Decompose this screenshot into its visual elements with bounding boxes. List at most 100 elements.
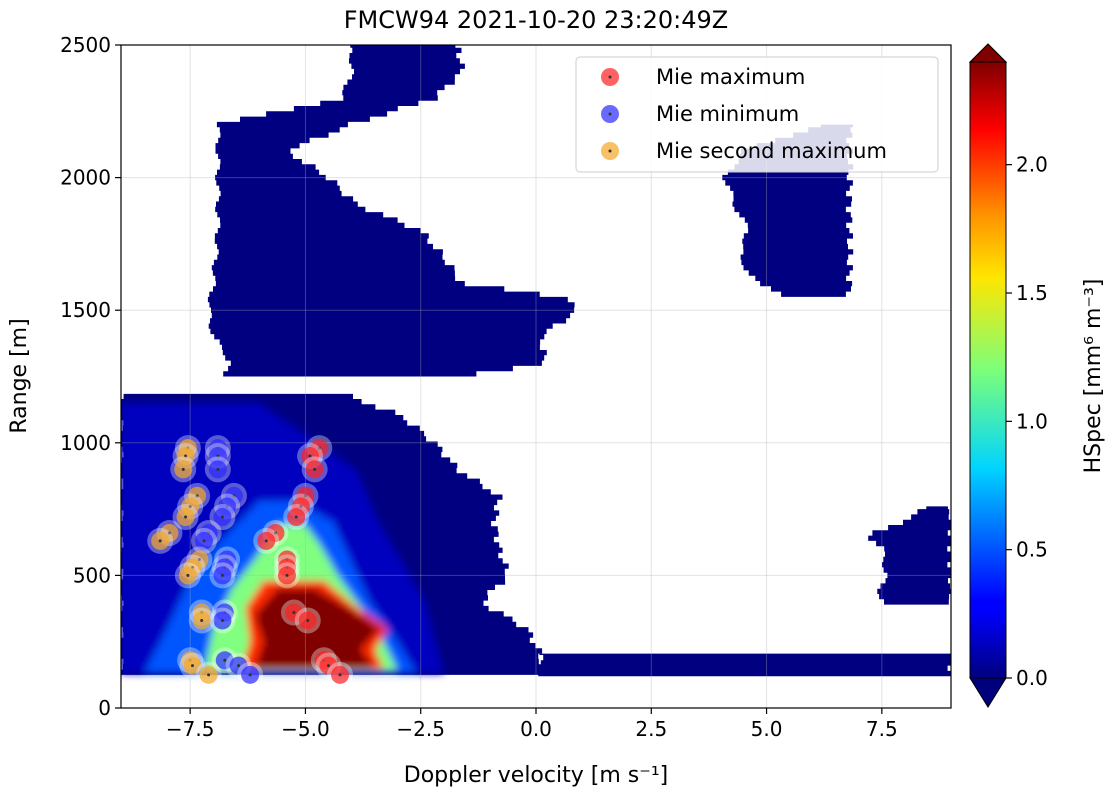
mie-markers: [147, 435, 354, 688]
colorbar-extend-min: [969, 677, 1007, 708]
echo-region-right-echo-low: [868, 506, 951, 605]
marker-center: [184, 454, 188, 458]
marker-center: [306, 618, 310, 622]
legend-label: Mie maximum: [656, 65, 805, 89]
marker-center: [216, 454, 220, 458]
mie-second-maximum-marker: [147, 527, 174, 554]
marker-center: [273, 531, 277, 535]
mie-minimum-marker: [209, 607, 236, 634]
marker-center: [197, 557, 201, 561]
marker-center: [186, 573, 190, 577]
marker-center: [220, 573, 224, 577]
echo-region-upper-cloud: [207, 45, 575, 377]
mie-maximum-marker: [283, 504, 310, 531]
marker-center: [202, 539, 206, 543]
marker-center: [292, 611, 296, 615]
mie-second-maximum-marker: [170, 456, 197, 483]
marker-center: [195, 494, 199, 498]
y-tick-label: 500: [73, 563, 111, 587]
colorbar-ticks: 0.0 0.5 1.0 1.5 2.0: [1006, 153, 1048, 690]
nodata-gap: [121, 377, 951, 394]
mie-minimum-marker: [204, 456, 231, 483]
echo-region-surface-clutter: [538, 653, 951, 677]
legend-marker-center: [608, 75, 612, 79]
legend-label: Mie second maximum: [656, 139, 887, 163]
marker-center: [294, 515, 298, 519]
legend: Mie maximum Mie minimum Mie second maximum: [575, 56, 939, 173]
chart-title: FMCW94 2021-10-20 23:20:49Z: [344, 6, 729, 34]
y-axis: 0 500 1000 1500 2000 2500: [60, 33, 121, 720]
marker-center: [158, 539, 162, 543]
mie-maximum-marker: [294, 607, 321, 634]
marker-center: [264, 539, 268, 543]
legend-box: [575, 56, 939, 173]
y-axis-label: Range [m]: [7, 318, 32, 433]
x-tick-label: −7.5: [166, 717, 215, 741]
x-axis-label: Doppler velocity [m s⁻¹]: [404, 763, 668, 788]
mie-minimum-marker: [204, 443, 231, 470]
colorbar-tick-label: 1.0: [1016, 409, 1048, 433]
y-tick-label: 1500: [60, 298, 111, 322]
marker-center: [299, 504, 303, 508]
x-tick-label: 0.0: [520, 717, 552, 741]
legend-label: Mie minimum: [656, 102, 799, 126]
marker-center: [317, 446, 321, 450]
legend-marker-center: [608, 149, 612, 153]
marker-center: [237, 664, 241, 668]
legend-marker-center: [608, 112, 612, 116]
colorbar-frame: [969, 61, 1007, 679]
x-tick-label: 7.5: [866, 717, 898, 741]
colorbar-gradient: [970, 62, 1006, 678]
mie-maximum-marker: [253, 527, 280, 554]
marker-center: [232, 494, 236, 498]
marker-center: [188, 504, 192, 508]
y-tick-label: 1000: [60, 431, 111, 455]
marker-center: [308, 454, 312, 458]
marker-center: [190, 664, 194, 668]
marker-center: [225, 504, 229, 508]
mie-second-maximum-marker: [195, 661, 222, 688]
gap-band: [121, 377, 951, 394]
y-tick-label: 2500: [60, 33, 111, 57]
marker-center: [200, 618, 204, 622]
marker-center: [184, 515, 188, 519]
mie-minimum-marker: [209, 562, 236, 589]
mie-maximum-marker: [327, 661, 354, 688]
colorbar: 0.0 0.5 1.0 1.5 2.0 HSpec [mm⁶ m⁻³]: [968, 43, 1106, 708]
colorbar-tick-label: 0.5: [1016, 538, 1048, 562]
marker-center: [216, 467, 220, 471]
marker-center: [220, 515, 224, 519]
colorbar-tick-label: 2.0: [1016, 153, 1048, 177]
x-tick-label: −5.0: [281, 717, 330, 741]
mie-second-maximum-marker: [172, 504, 199, 531]
mie-second-maximum-marker: [179, 652, 206, 679]
colorbar-extend-max: [968, 43, 1008, 63]
x-tick-label: −2.5: [396, 717, 445, 741]
legend-entry: Mie maximum: [597, 64, 805, 90]
mie-maximum-marker: [301, 456, 328, 483]
mie-minimum-marker: [209, 504, 236, 531]
marker-center: [167, 531, 171, 535]
colorbar-label: HSpec [mm⁶ m⁻³]: [1081, 279, 1106, 474]
mie-maximum-marker: [274, 562, 300, 589]
marker-center: [181, 467, 185, 471]
y-tick-label: 0: [98, 696, 111, 720]
marker-center: [303, 494, 307, 498]
mie-minimum-marker: [191, 527, 217, 554]
marker-center: [223, 658, 227, 662]
y-tick-label: 2000: [60, 166, 111, 190]
marker-center: [327, 664, 330, 668]
marker-center: [220, 618, 224, 622]
x-tick-label: 5.0: [751, 717, 783, 741]
legend-entry: Mie second maximum: [597, 138, 887, 164]
marker-center: [338, 673, 342, 677]
mie-second-maximum-marker: [174, 562, 201, 589]
marker-center: [207, 673, 211, 677]
colorbar-tick-label: 0.0: [1016, 666, 1048, 690]
mie-second-maximum-marker: [188, 607, 215, 634]
x-axis: −7.5 −5.0 −2.5 0.0 2.5 5.0 7.5: [166, 708, 898, 741]
x-tick-label: 2.5: [635, 717, 667, 741]
marker-center: [285, 573, 289, 577]
marker-center: [248, 673, 252, 677]
